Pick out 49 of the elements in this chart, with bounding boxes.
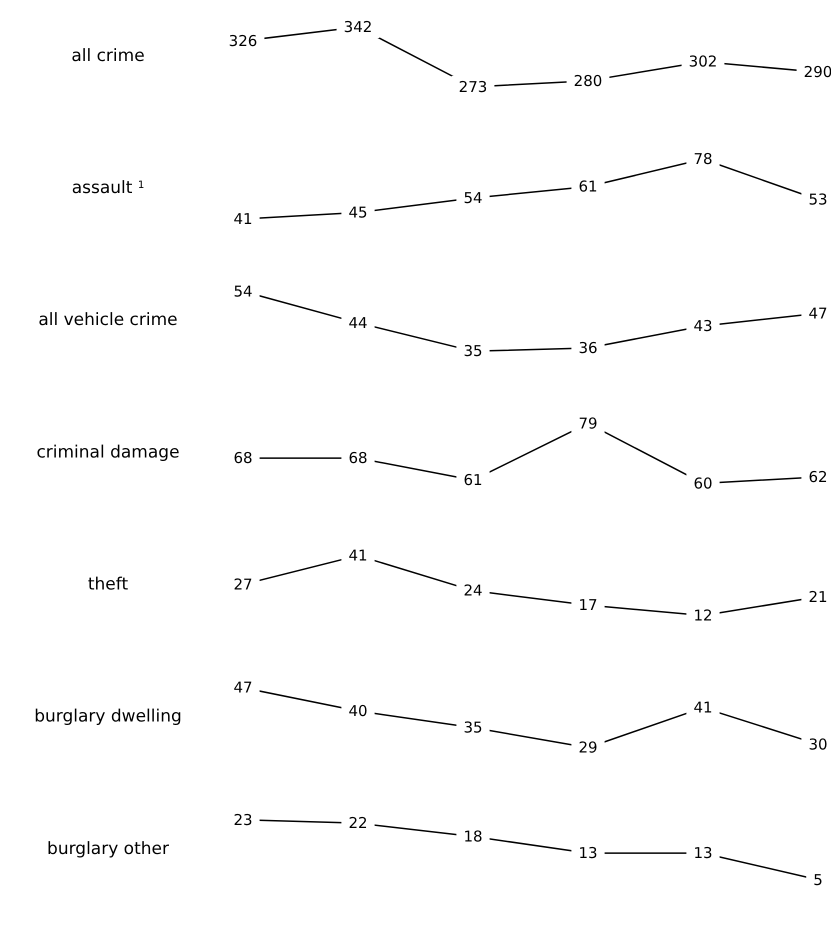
data-label: 24 — [463, 582, 483, 600]
data-label: 47 — [233, 678, 253, 697]
data-label: 342 — [344, 18, 372, 36]
data-label: 13 — [578, 844, 598, 862]
text: theft — [88, 574, 128, 595]
data-label: 35 — [463, 342, 483, 360]
data-label: 62 — [808, 468, 828, 486]
data-label: 44 — [348, 314, 368, 332]
data-label: 43 — [693, 316, 713, 335]
data-label: 27 — [233, 575, 253, 594]
data-label: 79 — [578, 414, 598, 432]
data-label: 13 — [693, 844, 713, 862]
data-label: 18 — [463, 827, 483, 846]
data-label: 40 — [348, 702, 368, 720]
data-label: 61 — [578, 178, 598, 196]
text: criminal damage — [36, 442, 180, 462]
data-label: 30 — [808, 735, 828, 754]
data-label: 280 — [574, 72, 602, 90]
data-label: 41 — [348, 546, 368, 565]
data-label: 35 — [463, 718, 483, 737]
data-label: 78 — [693, 150, 713, 168]
data-label: 36 — [578, 339, 598, 358]
text: all crime — [71, 46, 145, 66]
data-label: 273 — [458, 78, 488, 96]
data-label: 61 — [463, 471, 483, 490]
data-label: 5 — [813, 870, 823, 889]
data-label: 21 — [808, 588, 828, 606]
data-label: 17 — [578, 596, 598, 614]
text: all vehicle crime — [38, 310, 178, 330]
data-label: 54 — [233, 282, 253, 300]
data-label: 22 — [348, 814, 368, 832]
data-label: 47 — [808, 304, 828, 322]
text: burglary other — [47, 838, 169, 859]
data-label: 53 — [808, 190, 828, 209]
data-label: 23 — [233, 810, 253, 829]
data-label: 290 — [804, 63, 831, 82]
data-label: 68 — [233, 449, 253, 468]
text: assault $^{1}$ — [72, 178, 144, 198]
data-label: 41 — [233, 210, 253, 228]
data-label: 302 — [688, 52, 718, 71]
data-label: 54 — [463, 188, 483, 207]
data-label: 12 — [693, 606, 713, 624]
data-label: 41 — [693, 698, 713, 717]
data-label: 68 — [348, 449, 368, 468]
data-label: 45 — [348, 204, 368, 222]
data-label: 326 — [228, 32, 258, 50]
text: burglary dwelling — [34, 706, 182, 727]
data-label: 29 — [578, 738, 598, 757]
data-label: 60 — [693, 474, 713, 492]
